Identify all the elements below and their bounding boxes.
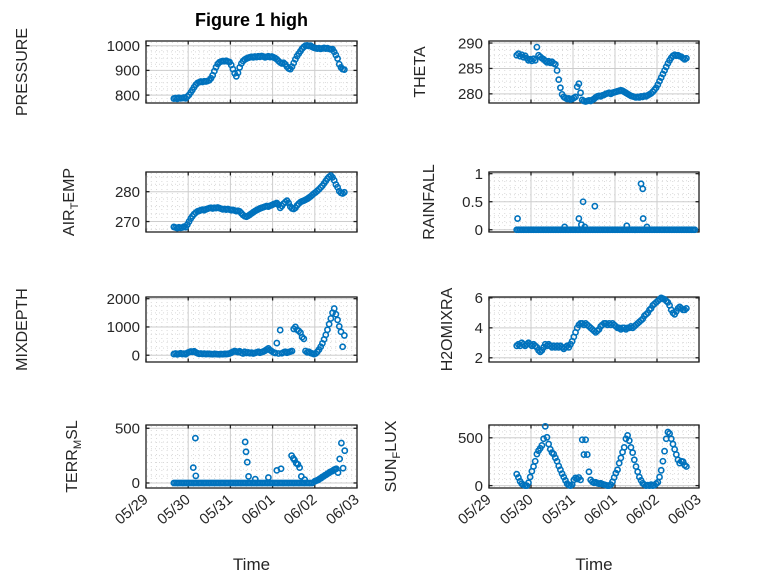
subplot-h2omixra: 2 4 6 H2OMIXRA bbox=[439, 287, 700, 371]
svg-text:05/29: 05/29 bbox=[112, 491, 152, 528]
figure-title: Figure 1 high bbox=[194, 10, 308, 30]
y-axis-label: TERRMSL bbox=[64, 420, 84, 493]
svg-text:1000: 1000 bbox=[107, 38, 140, 55]
svg-text:285: 285 bbox=[458, 61, 483, 78]
svg-text:900: 900 bbox=[115, 63, 140, 80]
data-points bbox=[170, 434, 349, 487]
svg-text:290: 290 bbox=[458, 35, 483, 52]
svg-text:06/03: 06/03 bbox=[665, 491, 705, 528]
svg-text:0.5: 0.5 bbox=[462, 194, 483, 211]
subplot-sun_flux: 0 500 SUNFLUX 05/29 05/30 05/31 06/01 06/02 06/0… bbox=[383, 420, 705, 528]
subplot-mixdepth: 0 1000 2000 MIXDEPTH bbox=[14, 288, 358, 371]
data-points bbox=[170, 305, 348, 358]
y-tick-labels: 2 4 6 bbox=[475, 290, 483, 367]
svg-text:500: 500 bbox=[458, 430, 483, 447]
svg-text:1000: 1000 bbox=[107, 319, 140, 336]
subplot-theta: 280 285 290 THETA bbox=[412, 35, 700, 105]
data-points bbox=[513, 180, 699, 234]
major-grid bbox=[146, 172, 357, 232]
svg-text:280: 280 bbox=[458, 86, 483, 103]
y-tick-labels: 0 500 bbox=[458, 430, 483, 495]
y-tick-labels: 0 500 bbox=[115, 421, 140, 493]
y-axis-label: THETA bbox=[412, 46, 429, 98]
svg-text:05/31: 05/31 bbox=[539, 491, 579, 528]
svg-text:0: 0 bbox=[475, 222, 483, 239]
svg-text:06/03: 06/03 bbox=[323, 491, 363, 528]
svg-text:0: 0 bbox=[475, 478, 483, 495]
subplot-pressure: 800 900 1000 PRESSURE bbox=[14, 28, 358, 116]
svg-text:05/30: 05/30 bbox=[154, 491, 194, 528]
svg-text:06/01: 06/01 bbox=[581, 491, 621, 528]
subplot-terr_msl: 0 500 TERRMSL 05/29 05/30 05/31 06/01 06/02 06/0… bbox=[64, 420, 363, 528]
x-axis-title-left: Time bbox=[232, 555, 271, 574]
data-points bbox=[513, 43, 690, 105]
svg-text:0: 0 bbox=[132, 475, 140, 492]
svg-text:06/01: 06/01 bbox=[238, 491, 278, 528]
svg-text:06/02: 06/02 bbox=[281, 491, 321, 528]
svg-text:05/31: 05/31 bbox=[196, 491, 236, 528]
y-axis-label: H2OMIXRA bbox=[439, 287, 456, 371]
svg-text:2: 2 bbox=[475, 350, 483, 367]
svg-text:06/02: 06/02 bbox=[623, 491, 663, 528]
data-points bbox=[170, 172, 348, 232]
data-points bbox=[513, 294, 690, 356]
y-axis-label: PRESSURE bbox=[14, 28, 31, 116]
minor-grid bbox=[490, 298, 698, 361]
data-points bbox=[170, 42, 348, 103]
y-axis-label: MIXDEPTH bbox=[14, 288, 31, 371]
subplot-air_temp: 270 280 AIRTEMP bbox=[61, 168, 358, 236]
x-tick-labels: 05/29 05/30 05/31 06/01 06/02 06/03 bbox=[112, 491, 363, 528]
svg-text:05/30: 05/30 bbox=[497, 491, 537, 528]
axis-box bbox=[488, 40, 700, 104]
svg-text:800: 800 bbox=[115, 87, 140, 104]
y-tick-labels: 280 285 290 bbox=[458, 35, 483, 103]
y-axis-label: AIRTEMP bbox=[61, 168, 81, 236]
axis-box bbox=[145, 296, 358, 363]
y-tick-labels: 0 1000 2000 bbox=[107, 291, 140, 365]
y-axis-label: SUNFLUX bbox=[383, 420, 403, 492]
axis-box bbox=[145, 171, 358, 233]
data-points bbox=[513, 422, 690, 490]
x-axis-title-right: Time bbox=[575, 555, 613, 574]
svg-text:1: 1 bbox=[475, 166, 483, 183]
svg-text:2000: 2000 bbox=[107, 291, 140, 308]
svg-text:500: 500 bbox=[115, 421, 140, 438]
svg-text:0: 0 bbox=[132, 347, 140, 364]
y-tick-labels: 00.51 bbox=[462, 166, 483, 239]
svg-text:05/29: 05/29 bbox=[455, 491, 495, 528]
svg-text:270: 270 bbox=[115, 214, 140, 231]
x-tick-labels: 05/29 05/30 05/31 06/01 06/02 06/03 bbox=[455, 491, 705, 528]
y-tick-labels: 270 280 bbox=[115, 184, 140, 231]
svg-text:280: 280 bbox=[115, 184, 140, 201]
svg-text:6: 6 bbox=[475, 290, 483, 307]
y-axis-label: RAINFALL bbox=[421, 164, 438, 240]
y-tick-labels: 800 900 1000 bbox=[107, 38, 140, 104]
svg-text:4: 4 bbox=[475, 320, 483, 337]
